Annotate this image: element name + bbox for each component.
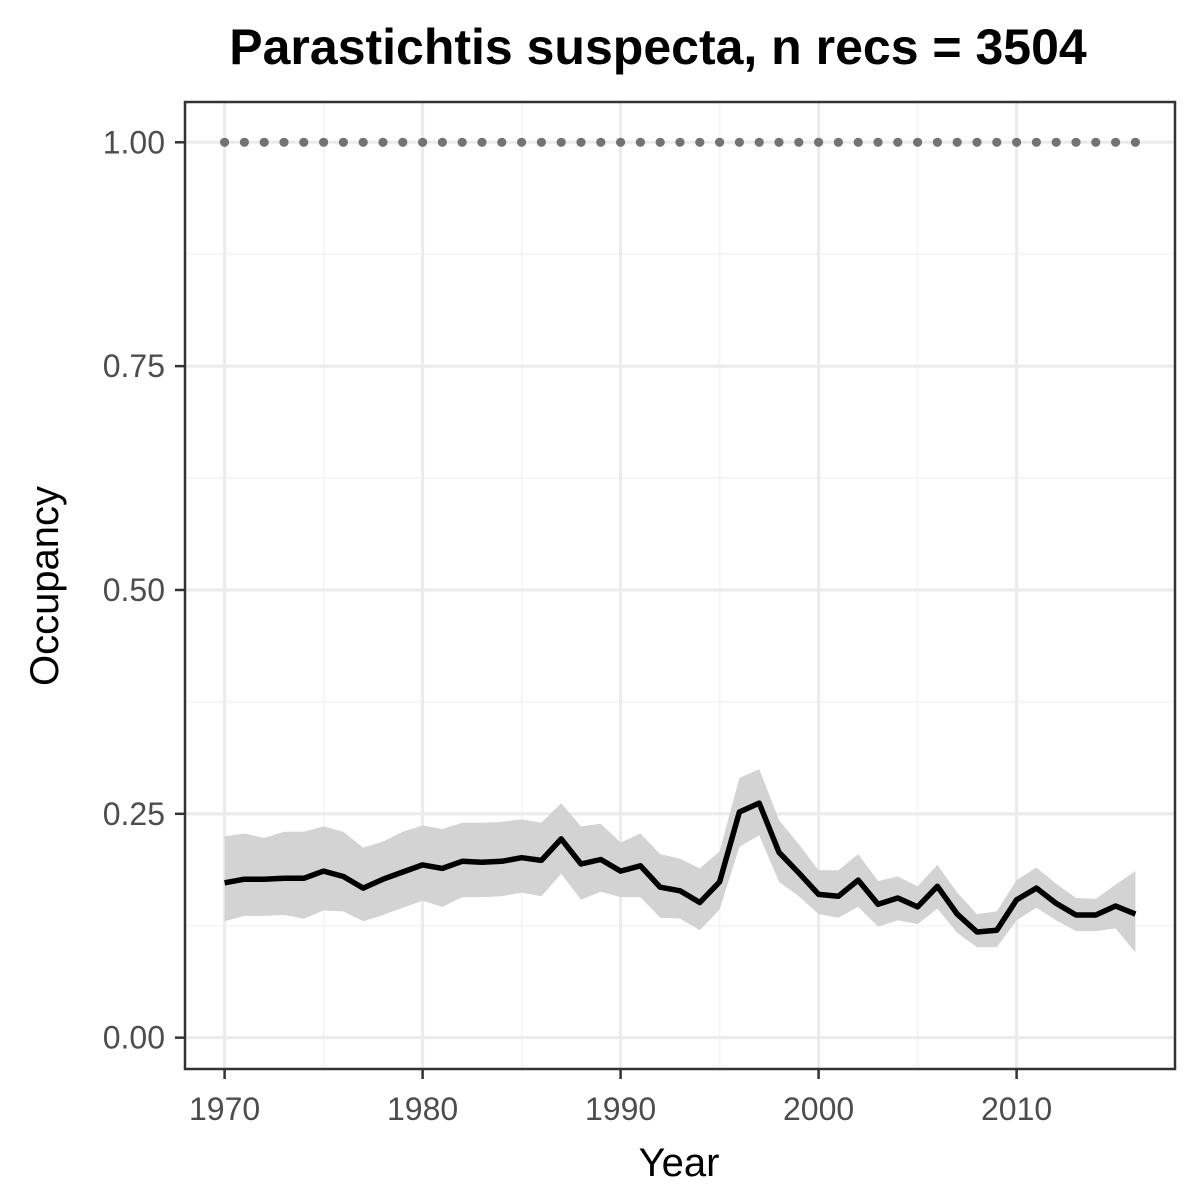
upper-bound-dot	[517, 137, 527, 147]
upper-bound-dot	[794, 137, 804, 147]
upper-bound-dot	[635, 137, 646, 147]
upper-bound-dot	[437, 137, 447, 147]
x-tick-label: 2010	[981, 1091, 1052, 1127]
panel-border	[183, 100, 1177, 1071]
x-axis-title: Year	[639, 1141, 720, 1185]
upper-bound-dot	[893, 137, 903, 147]
upper-bound-dot	[378, 137, 388, 147]
upper-bound-dot	[1012, 137, 1022, 147]
confidence-ribbon	[224, 769, 1136, 953]
upper-bound-dot	[1071, 137, 1081, 147]
upper-bound-dot	[695, 137, 705, 147]
upper-bound-dot	[734, 137, 745, 147]
y-tick-label: 1.00	[103, 124, 165, 160]
upper-bound-dot	[833, 137, 844, 147]
upper-bound-dot	[1031, 137, 1041, 147]
upper-bound-dot	[477, 137, 487, 147]
x-axis-ticks: 1970 1980 1990 2000 2010	[189, 1069, 1052, 1127]
upper-bound-dot	[1111, 137, 1121, 147]
upper-bound-dot	[299, 137, 309, 147]
upper-bound-dot	[1091, 137, 1101, 147]
chart-title: Parastichtis suspecta, n recs = 3504	[229, 19, 1087, 75]
confidence-ribbon-layer	[224, 769, 1136, 953]
occupancy-line-layer	[224, 800, 1137, 935]
y-tick-label: 0.75	[103, 348, 165, 384]
upper-bound-dot	[715, 137, 725, 147]
upper-bound-dot	[675, 137, 685, 147]
upper-bound-dot	[536, 137, 547, 147]
upper-bound-dot	[754, 137, 764, 147]
upper-bound-dot	[774, 137, 784, 147]
upper-bound-dot	[814, 137, 824, 147]
upper-bound-dot	[220, 137, 230, 147]
upper-bound-dot	[338, 137, 348, 147]
upper-bound-dot	[1051, 137, 1061, 147]
upper-bound-dot	[556, 137, 566, 147]
upper-bound-dot	[952, 137, 962, 147]
occupancy-line	[224, 800, 1137, 935]
upper-bound-dots	[220, 137, 1140, 147]
y-tick-label: 0.25	[103, 796, 165, 832]
upper-bound-dot	[616, 137, 626, 147]
x-tick-label: 1980	[387, 1091, 458, 1127]
minor-grid	[185, 102, 1175, 1069]
y-axis-ticks: 0.00 0.25 0.50 0.75 1.00	[103, 124, 185, 1056]
upper-bound-dot	[239, 137, 249, 147]
upper-bound-dot	[259, 137, 269, 147]
x-tick-label: 1990	[585, 1091, 656, 1127]
upper-bound-dot	[932, 137, 943, 147]
y-tick-label: 0.50	[103, 572, 165, 608]
upper-bound-dot	[497, 137, 507, 147]
upper-bound-dot	[457, 137, 467, 147]
upper-bound-dot	[319, 137, 329, 147]
upper-bound-dot	[1130, 137, 1140, 147]
upper-bound-dot	[398, 137, 408, 147]
upper-bound-dot	[418, 137, 428, 147]
upper-bound-dot	[913, 137, 923, 147]
upper-bound-dot	[853, 137, 863, 147]
upper-bound-dot	[992, 137, 1002, 147]
x-tick-label: 2000	[783, 1091, 854, 1127]
upper-bound-dot	[358, 137, 368, 147]
upper-bound-dot	[596, 137, 606, 147]
upper-bound-dot	[972, 137, 982, 147]
x-tick-label: 1970	[189, 1091, 260, 1127]
upper-bound-dot	[873, 137, 883, 147]
upper-bound-dot	[655, 137, 665, 147]
y-axis-title: Occupancy	[23, 486, 67, 686]
y-tick-label: 0.00	[103, 1020, 165, 1056]
upper-bound-dot	[576, 137, 586, 147]
upper-bound-dot	[279, 137, 289, 147]
